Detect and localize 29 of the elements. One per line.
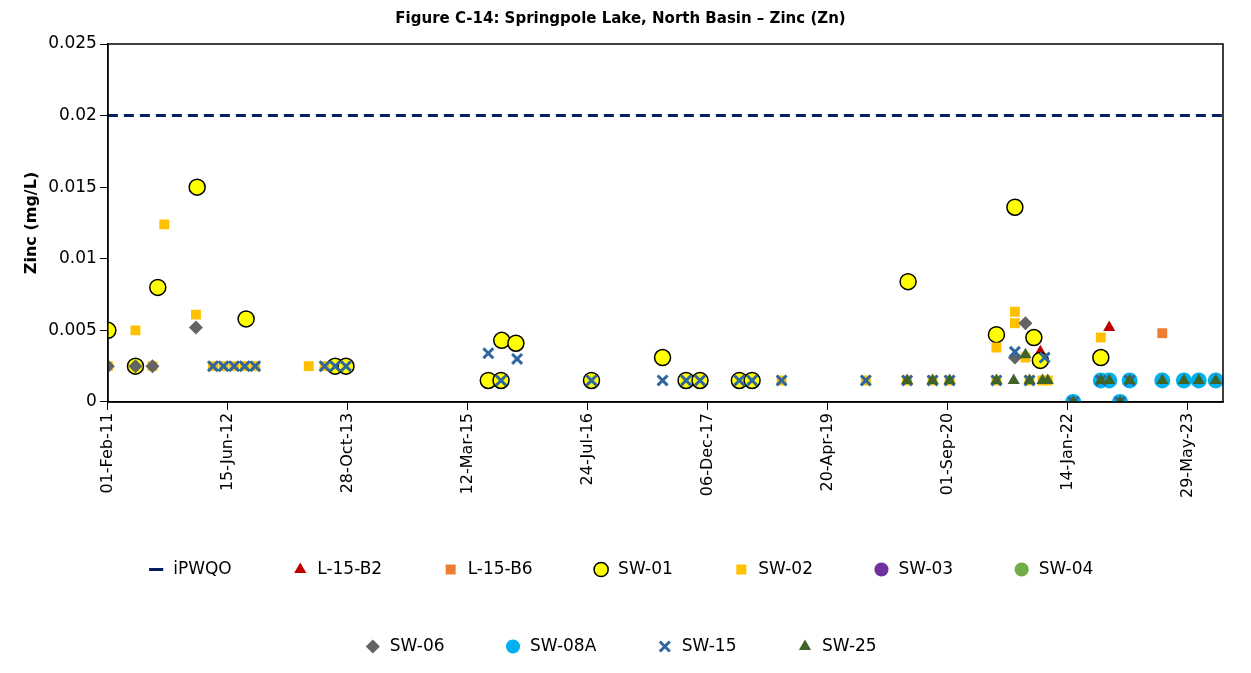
x-tick-label: 06-Dec-17 [697, 412, 717, 497]
x-tick-label: 24-Jul-16 [577, 412, 597, 486]
x-tick-label: 01-Feb-11 [97, 412, 117, 494]
x-tick-label: 29-May-23 [1177, 412, 1197, 498]
y-tick-label: 0.025 [48, 32, 97, 53]
x-tick-label: 14-Jan-22 [1057, 412, 1077, 491]
legend-label: L-15-B6 [467, 557, 533, 578]
y-tick-label: 0.005 [48, 318, 97, 339]
x-tick-label: 15-Jun-12 [217, 412, 237, 492]
legend-label: SW-15 [681, 634, 737, 655]
y-tick-label: 0.01 [59, 247, 97, 268]
legend-label: SW-01 [618, 557, 673, 578]
y-tick-label: 0 [86, 390, 97, 411]
y-tick-label: 0.015 [48, 175, 97, 196]
chart-title: Figure C-14: Springpole Lake, North Basin – Zinc (Zn) [395, 8, 846, 27]
legend-label: SW-03 [898, 557, 954, 578]
legend-label: SW-02 [758, 557, 813, 578]
legend-label: iPWQO [173, 557, 232, 578]
x-tick-label: 28-Oct-13 [337, 412, 357, 494]
x-tick-label: 20-Apr-19 [817, 412, 837, 492]
x-tick-label: 01-Sep-20 [937, 412, 957, 496]
legend-label: SW-04 [1038, 557, 1094, 578]
x-tick-label: 12-Mar-15 [457, 412, 477, 495]
legend-label: SW-06 [389, 634, 445, 655]
legend-label: L-15-B2 [317, 557, 383, 578]
y-axis-title: Zinc (mg/L) [20, 171, 40, 275]
legend-label: SW-08A [530, 634, 597, 655]
legend-label: SW-25 [821, 634, 877, 655]
y-tick-label: 0.02 [59, 104, 97, 125]
